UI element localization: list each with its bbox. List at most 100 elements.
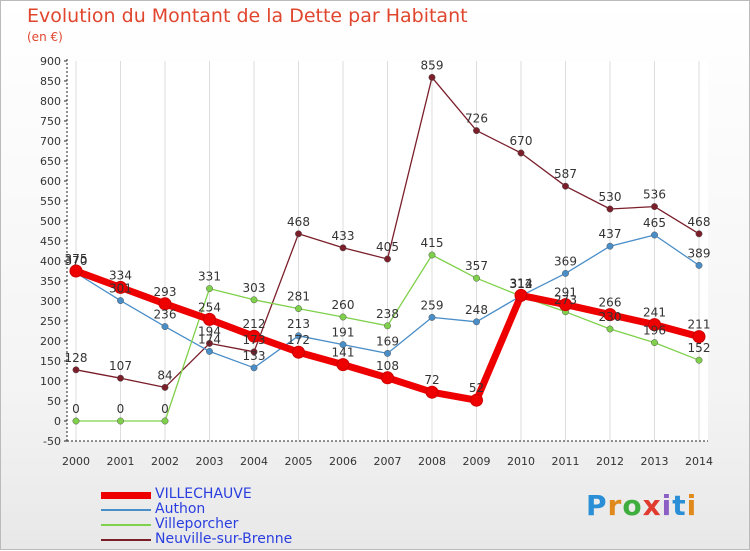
data-point [562,182,569,190]
data-point [339,244,347,252]
x-tick-label: 2001 [107,455,135,468]
x-tick-label: 2000 [62,455,90,468]
data-point [473,318,480,326]
data-label: 331 [198,270,221,284]
y-tick-label: 50 [47,395,61,408]
data-point [69,264,83,278]
data-point [606,325,614,333]
chart-subtitle: (en €) [27,30,63,44]
data-point [425,385,439,399]
data-label: 468 [287,215,310,229]
data-point [206,347,213,355]
data-label: 128 [65,351,88,365]
data-label: 370 [65,254,88,268]
data-point [603,308,617,322]
x-tick-label: 2005 [285,455,313,468]
data-point [158,297,172,311]
y-tick-label: 650 [40,155,61,168]
x-tick-label: 2006 [329,455,357,468]
data-label: 281 [287,290,310,304]
data-point [161,323,169,331]
data-point [295,332,302,340]
data-point [428,73,436,81]
data-label: 437 [599,227,622,241]
data-point [295,230,302,238]
y-tick-label: 500 [40,215,61,228]
data-label: 196 [643,324,666,338]
x-tick-label: 2010 [507,455,535,468]
data-label: 169 [376,334,399,348]
data-point [250,348,258,356]
data-label: 72 [424,373,439,387]
data-point [695,230,703,238]
data-label: 536 [643,188,666,202]
data-point [514,288,528,302]
legend-swatch [101,492,151,499]
data-label: 174 [198,332,221,346]
x-tick-label: 2003 [196,455,224,468]
data-point [428,251,436,259]
data-label: 357 [465,259,488,273]
data-label: 468 [688,215,711,229]
data-label: 107 [109,359,132,373]
data-point [606,205,614,213]
data-point [384,349,391,357]
data-label: 260 [332,298,355,312]
data-label: 84 [157,368,172,382]
data-label: 152 [688,341,711,355]
data-point [203,312,216,326]
data-label: 303 [243,281,266,295]
data-label: 241 [643,306,666,320]
data-label: 291 [554,286,577,300]
y-tick-label: 250 [40,315,61,328]
data-label: 133 [243,349,266,363]
data-label: 334 [109,268,132,282]
y-tick-label: 0 [54,415,61,428]
data-point [648,318,661,332]
data-point [161,417,169,425]
data-point [381,371,394,385]
data-label: 314 [510,276,533,290]
data-label: 389 [688,246,711,260]
y-tick-label: 150 [40,355,61,368]
data-label: 312 [510,277,533,291]
data-label: 530 [599,190,622,204]
data-point [114,280,127,294]
data-point [692,330,706,344]
data-label: 141 [332,346,355,360]
data-label: 254 [198,300,221,314]
data-point [517,149,525,157]
data-point [117,417,124,425]
data-point [384,255,391,263]
data-point [117,374,124,382]
data-point [336,358,350,372]
y-tick-label: 200 [40,335,61,348]
data-label: 433 [332,229,355,243]
data-label: 173 [243,333,266,347]
data-point [695,356,703,364]
y-tick-label: 900 [40,55,61,68]
data-label: 587 [554,167,577,181]
y-tick-label: 400 [40,255,61,268]
data-label: 194 [198,324,221,338]
data-label: 0 [161,402,169,416]
data-label: 313 [510,277,533,291]
data-point [247,329,261,343]
legend-label: Neuville-sur-Brenne [155,531,293,547]
data-label: 52 [469,381,484,395]
x-tick-label: 2012 [596,455,624,468]
data-point [250,364,258,372]
data-point [473,274,480,282]
data-label: 191 [332,326,355,340]
data-point [117,297,124,305]
data-point [651,339,658,347]
x-tick-label: 2002 [151,455,179,468]
x-tick-label: 2004 [240,455,268,468]
data-label: 211 [688,318,711,332]
data-point [339,341,347,349]
data-label: 108 [376,359,399,373]
data-label: 415 [421,236,444,250]
data-label: 369 [554,254,577,268]
